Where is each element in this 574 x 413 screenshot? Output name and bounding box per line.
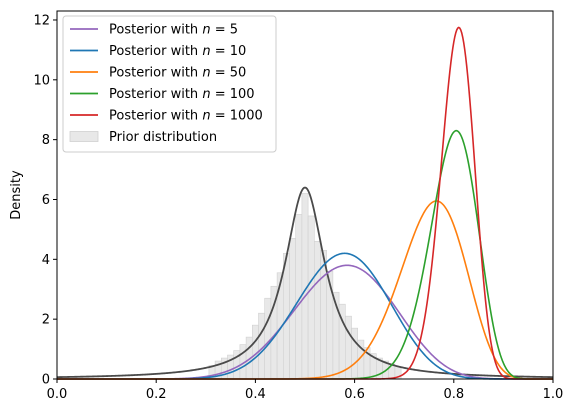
prior-histogram-bar (307, 215, 315, 380)
x-tick-label: 0.0 (47, 387, 68, 402)
y-tick-label: 12 (33, 13, 50, 28)
legend-entry: Prior distribution (109, 130, 217, 145)
x-tick-label: 1.0 (543, 387, 564, 402)
x-tick-label: 0.4 (245, 387, 266, 402)
y-axis: 0 2 4 6 8 10 12 (33, 13, 57, 388)
y-tick-label: 4 (42, 253, 50, 268)
y-axis-label: Density (9, 170, 24, 220)
legend-entry: Posterior with n = 10 (109, 44, 246, 59)
prior-histogram-bar (264, 297, 272, 380)
legend-entry: Posterior with n = 100 (109, 87, 255, 102)
legend-box (62, 15, 277, 153)
legend: Posterior with n = 5 Posterior with n = 1… (62, 15, 277, 153)
y-tick-label: 8 (42, 133, 50, 148)
x-tick-label: 0.2 (146, 387, 167, 402)
y-tick-label: 10 (33, 73, 50, 88)
prior-density-line (56, 186, 554, 379)
axes-frame (56, 10, 554, 380)
x-tick-label: 0.6 (344, 387, 365, 402)
legend-entry: Posterior with n = 1000 (109, 109, 263, 124)
legend-swatch (69, 131, 99, 142)
y-tick-label: 2 (42, 313, 50, 328)
x-tick-label: 0.8 (443, 387, 464, 402)
prior-histogram-bar (326, 270, 334, 380)
y-tick-label: 0 (42, 373, 50, 388)
prior-histogram-bar (313, 241, 321, 380)
prior-histogram-bar (351, 327, 358, 380)
y-tick-label: 6 (42, 193, 50, 208)
plot-area (56, 26, 554, 380)
legend-entry: Posterior with n = 50 (109, 66, 246, 81)
legend-entry: Posterior with n = 5 (109, 23, 238, 38)
x-axis: 0.0 0.2 0.4 0.6 0.8 1.0 (47, 379, 564, 402)
